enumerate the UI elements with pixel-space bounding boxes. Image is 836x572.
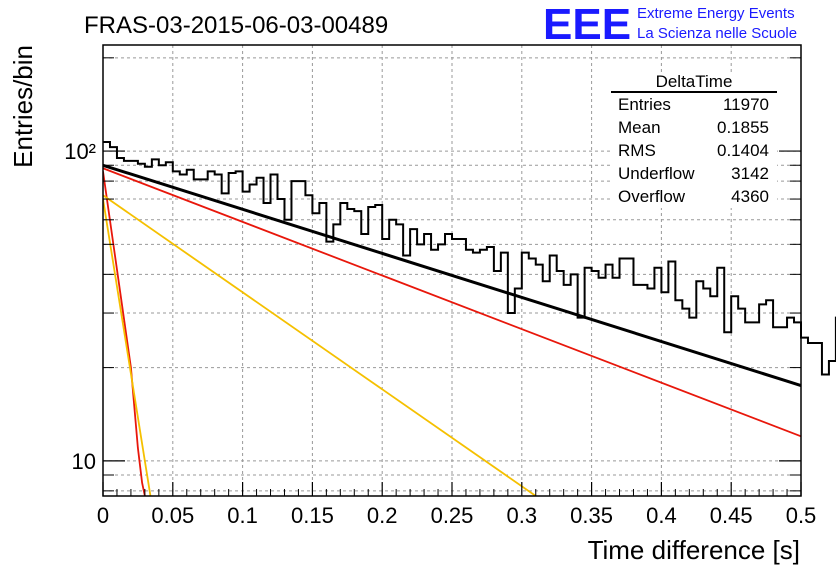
slow-component-line [103,167,801,438]
x-tick-label: 0.15 [291,503,334,528]
stats-value: 0.1855 [717,118,769,137]
x-tick-label: 0.1 [227,503,258,528]
x-axis-label: Time difference [s] [588,535,800,565]
x-tick-label: 0.5 [786,503,817,528]
logo-line1: Extreme Energy Events [637,5,795,22]
stats-value: 0.1404 [717,141,769,160]
x-tick-label: 0.4 [646,503,677,528]
logo-line2: La Scienza nelle Scuole [637,25,797,42]
logo-text: EEE [543,0,631,49]
stats-box: DeltaTime Entries 11970 Mean 0.1855 RMS 0.140… [611,72,777,208]
stats-label: RMS [618,141,656,160]
y-tick-label: 10 [72,449,96,474]
slow-component-line-2 [103,194,537,496]
x-tick-label: 0 [97,503,109,528]
x-tick-label: 0.45 [710,503,753,528]
stats-label: Mean [618,118,661,137]
stats-label: Underflow [618,164,695,183]
histogram-steps [103,140,836,376]
x-tick-label: 0.3 [507,503,538,528]
fast-component-line [103,171,146,496]
stats-title: DeltaTime [656,72,733,91]
y-tick-label: 10² [64,139,96,164]
stats-label: Entries [618,95,671,114]
fast-component-line-2 [103,198,152,496]
histogram [103,140,836,376]
axis-ticks: 0 0.05 0.1 0.15 0.2 0.25 0.3 0.35 0.4 0.45 0.5 10 10… [64,57,817,528]
x-tick-label: 0.35 [570,503,613,528]
stats-value: 3142 [731,164,769,183]
stats-value: 4360 [731,187,769,206]
eee-logo: EEE Extreme Energy Events La Scienza nel… [543,0,797,49]
x-tick-label: 0.25 [431,503,474,528]
x-tick-label: 0.2 [367,503,398,528]
fit-curves [103,163,801,496]
stats-background [611,72,777,208]
stats-value: 11970 [723,95,769,114]
chart-title: FRAS-03-2015-06-03-00489 [84,12,388,39]
total-fit-line [103,163,801,387]
x-tick-label: 0.05 [151,503,194,528]
stats-label: Overflow [618,187,686,206]
y-axis-label: Entries/bin [8,45,38,168]
